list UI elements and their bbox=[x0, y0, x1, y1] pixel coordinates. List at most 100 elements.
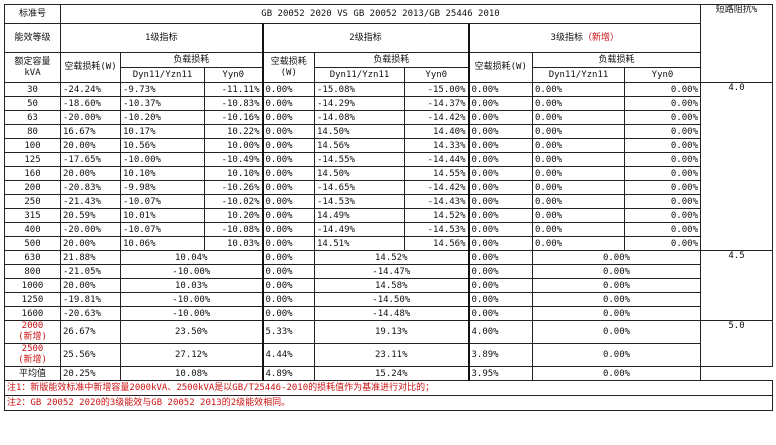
table-row: 800 -21.05% -10.00% 0.00% -14.47% 0.00% 0.00% bbox=[4, 264, 773, 279]
noload-3-cell: 0.00% bbox=[467, 124, 533, 139]
load-3-cell: 0.00% bbox=[532, 278, 701, 293]
load-2-cell: -14.50% bbox=[314, 292, 469, 307]
capacity-cell: 400 bbox=[4, 222, 61, 237]
table-title: GB 20052 2020 VS GB 20052 2013/GB 25446 … bbox=[60, 4, 701, 24]
table-row: 1000 20.00% 10.03% 0.00% 14.58% 0.00% 0.00% bbox=[4, 278, 773, 293]
noload-3-cell: 0.00% bbox=[467, 180, 533, 195]
yyn-3-cell: 0.00% bbox=[624, 82, 701, 97]
noload-1-cell: 26.67% bbox=[60, 320, 121, 344]
comparison-table-wrap: 标准号 GB 20052 2020 VS GB 20052 2013/GB 25… bbox=[4, 4, 773, 411]
load-1-cell: 27.12% bbox=[120, 343, 263, 367]
standard-label: 标准号 bbox=[4, 4, 61, 24]
noload-2-cell: 0.00% bbox=[261, 124, 315, 139]
impedance-cell: 4.0 bbox=[700, 82, 773, 251]
noload-1-cell: -20.83% bbox=[60, 180, 121, 195]
table-row: 630 21.88% 10.04% 0.00% 14.52% 0.00% 0.00% 4.5 bbox=[4, 250, 773, 321]
load-1-cell: 10.04% bbox=[120, 250, 263, 265]
table-row: 100 20.00% 10.56% 10.00% 0.00% 14.56% 14.33% 0.… bbox=[4, 138, 773, 153]
noload-2-cell: 0.00% bbox=[261, 110, 315, 125]
noload-3-cell: 0.00% bbox=[467, 236, 533, 251]
impedance-cell: 5.0 bbox=[700, 320, 773, 367]
yyn-2-cell: -14.44% bbox=[404, 152, 469, 167]
noload-2-cell: 0.00% bbox=[261, 138, 315, 153]
load-1-cell: -10.00% bbox=[120, 306, 263, 321]
impedance-header: 短路阻抗% bbox=[700, 4, 773, 83]
yyn-2-cell: -14.42% bbox=[404, 180, 469, 195]
dyn-3-cell: 0.00% bbox=[532, 138, 625, 153]
capacity-cell: 630 bbox=[4, 250, 61, 265]
noload-1-cell: 20.59% bbox=[60, 208, 121, 223]
yyn-1-cell: -10.49% bbox=[204, 152, 263, 167]
table-row: 2500 (新增) 25.56% 27.12% 4.44% 23.11% 3.89% 0.00… bbox=[4, 343, 773, 367]
header-row-loss: 额定容量kVA 空载损耗(W) 负载损耗 空载损耗(W) 负载损耗 空载损耗(W… bbox=[4, 52, 773, 83]
dyn-1-cell: 10.17% bbox=[120, 124, 205, 139]
noload-1-cell: 25.56% bbox=[60, 343, 121, 367]
yyn-3-cell: 0.00% bbox=[624, 166, 701, 181]
sub-yyn-1: Yyn0 bbox=[204, 67, 263, 83]
noload-1-cell: 20.00% bbox=[60, 166, 121, 181]
noload-1-cell: -20.00% bbox=[60, 222, 121, 237]
noload-3-cell: 0.00% bbox=[467, 306, 533, 321]
table-row: 500 20.00% 10.06% 10.03% 0.00% 14.51% 14.56% 0.… bbox=[4, 236, 773, 251]
yyn-3-cell: 0.00% bbox=[624, 194, 701, 209]
header-row-connection: Dyn11/Yzn11 Yyn0 Dyn11/Yzn11 Yyn0 Dyn11/… bbox=[5, 67, 773, 83]
load-header-1: 负载损耗 bbox=[120, 52, 263, 68]
table-row: 250 -21.43% -10.07% -10.02% 0.00% -14.53% -14.… bbox=[4, 194, 773, 209]
dyn-1-cell: 10.01% bbox=[120, 208, 205, 223]
noload-2-cell: 0.00% bbox=[261, 250, 315, 265]
dyn-2-cell: -14.53% bbox=[314, 194, 405, 209]
load-3-cell: 0.00% bbox=[532, 292, 701, 307]
table-row: 30 -24.24% -9.73% -11.11% 0.00% -15.08% -15.00… bbox=[4, 82, 773, 251]
noload-3-cell: 0.00% bbox=[467, 222, 533, 237]
average-noload-1: 20.25% bbox=[60, 366, 121, 381]
noload-1-cell: -24.24% bbox=[60, 82, 121, 97]
noload-3-cell: 4.00% bbox=[467, 320, 533, 344]
impedance-cell: 4.5 bbox=[700, 250, 773, 321]
noload-header-3: 空载损耗(W) bbox=[467, 52, 533, 83]
yyn-2-cell: 14.40% bbox=[404, 124, 469, 139]
load-2-cell: 19.13% bbox=[314, 320, 469, 344]
yyn-1-cell: -10.08% bbox=[204, 222, 263, 237]
new-tag: (新增) bbox=[18, 332, 47, 342]
noload-3-cell: 0.00% bbox=[467, 278, 533, 293]
dyn-3-cell: 0.00% bbox=[532, 82, 625, 97]
table-row: 315 20.59% 10.01% 10.20% 0.00% 14.49% 14.52% 0.… bbox=[4, 208, 773, 223]
noload-2-cell: 5.33% bbox=[261, 320, 315, 344]
noload-2-cell: 0.00% bbox=[261, 264, 315, 279]
yyn-1-cell: -10.02% bbox=[204, 194, 263, 209]
yyn-1-cell: 10.10% bbox=[204, 166, 263, 181]
yyn-2-cell: -14.37% bbox=[404, 96, 469, 111]
yyn-2-cell: 14.56% bbox=[404, 236, 469, 251]
dyn-3-cell: 0.00% bbox=[532, 96, 625, 111]
dyn-3-cell: 0.00% bbox=[532, 194, 625, 209]
yyn-3-cell: 0.00% bbox=[624, 124, 701, 139]
yyn-1-cell: 10.03% bbox=[204, 236, 263, 251]
capacity-cell: 125 bbox=[4, 152, 61, 167]
dyn-2-cell: 14.49% bbox=[314, 208, 405, 223]
noload-header-1: 空载损耗(W) bbox=[60, 52, 121, 83]
dyn-3-cell: 0.00% bbox=[532, 166, 625, 181]
noload-2-cell: 0.00% bbox=[261, 152, 315, 167]
table-row: 1600 -20.63% -10.00% 0.00% -14.48% 0.00% 0.00% bbox=[4, 306, 773, 321]
note-row-2: 注2：GB 20052 2020的3级能效与GB 20052 2013的2级能效… bbox=[4, 395, 773, 411]
dyn-2-cell: 14.51% bbox=[314, 236, 405, 251]
noload-3-cell: 0.00% bbox=[467, 138, 533, 153]
dyn-2-cell: -15.08% bbox=[314, 82, 405, 97]
noload-3-cell: 0.00% bbox=[467, 152, 533, 167]
load-1-cell: -10.00% bbox=[120, 292, 263, 307]
yyn-3-cell: 0.00% bbox=[624, 180, 701, 195]
noload-3-cell: 0.00% bbox=[467, 208, 533, 223]
yyn-2-cell: 14.52% bbox=[404, 208, 469, 223]
table-row: 80 16.67% 10.17% 10.22% 0.00% 14.50% 14.40% 0.0… bbox=[4, 124, 773, 139]
dyn-2-cell: 14.56% bbox=[314, 138, 405, 153]
noload-3-cell: 0.00% bbox=[467, 292, 533, 307]
average-load-3: 0.00% bbox=[532, 366, 701, 381]
yyn-3-cell: 0.00% bbox=[624, 222, 701, 237]
capacity-cell: 100 bbox=[4, 138, 61, 153]
load-header-3: 负载损耗 bbox=[532, 52, 701, 68]
yyn-2-cell: -15.00% bbox=[404, 82, 469, 97]
yyn-3-cell: 0.00% bbox=[624, 236, 701, 251]
yyn-1-cell: 10.00% bbox=[204, 138, 263, 153]
load-2-cell: -14.48% bbox=[314, 306, 469, 321]
table-row: 400 -20.00% -10.07% -10.08% 0.00% -14.49% -14.… bbox=[4, 222, 773, 237]
